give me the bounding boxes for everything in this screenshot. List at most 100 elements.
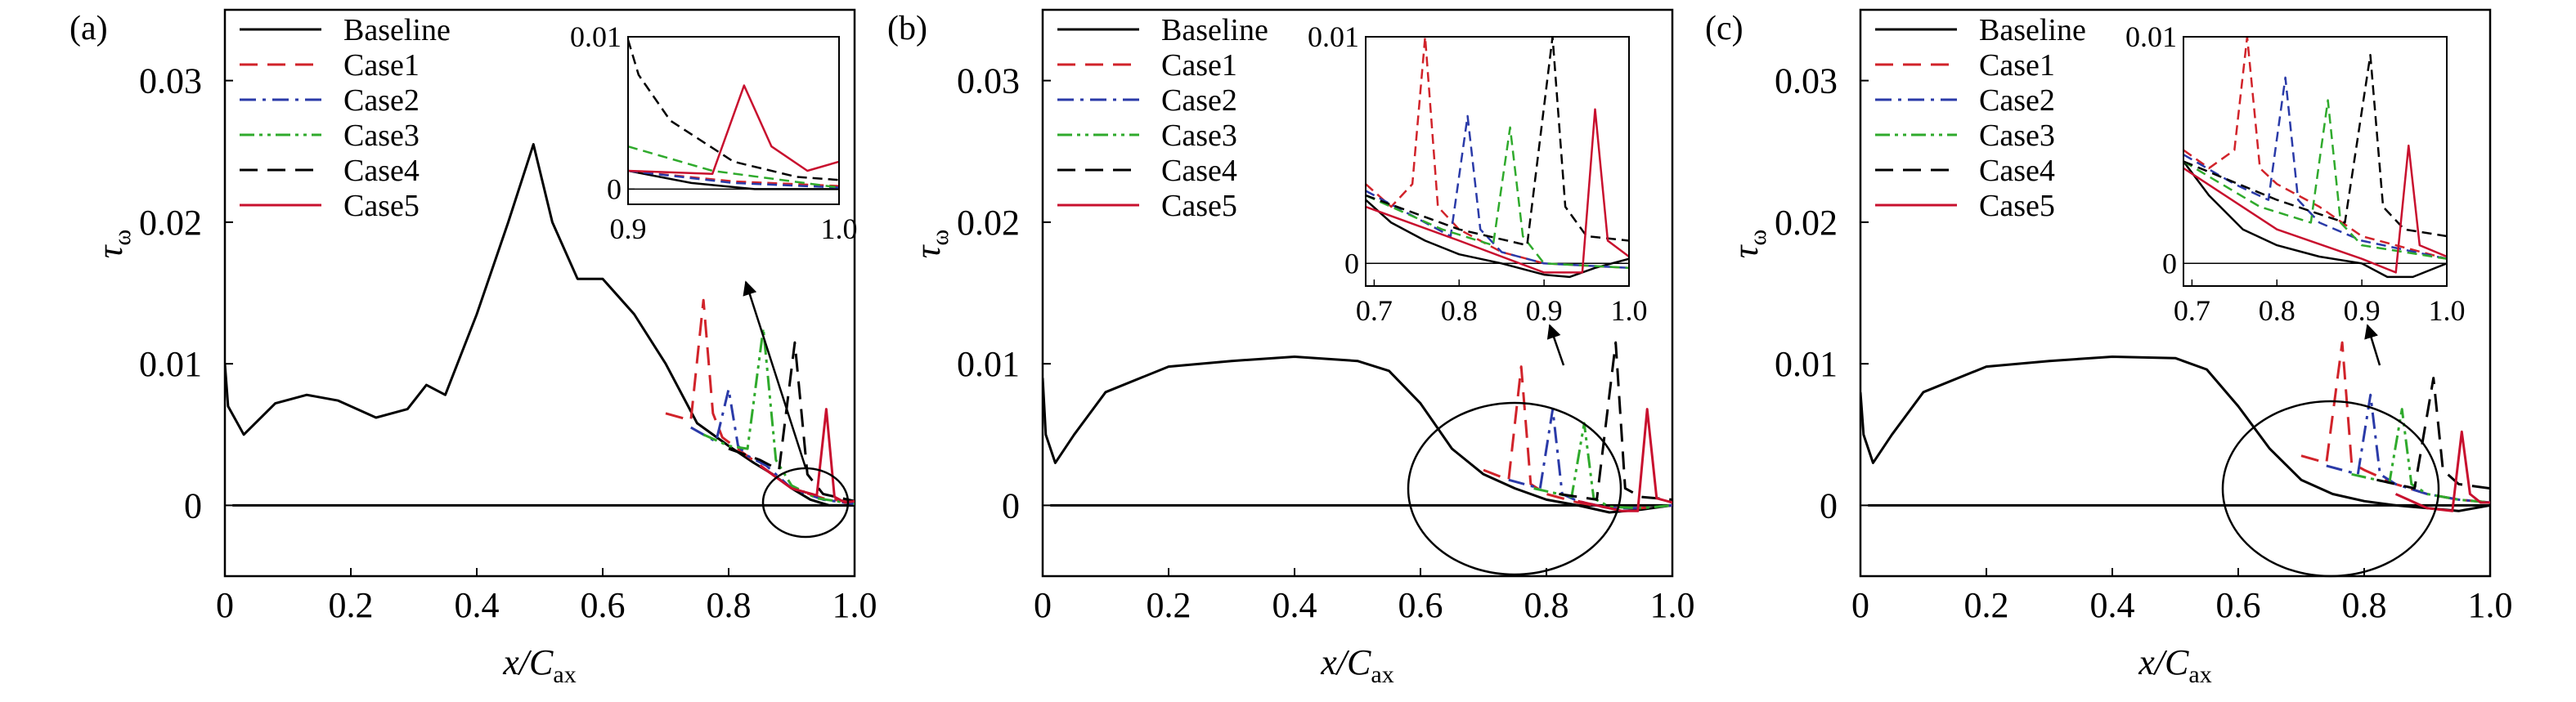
inset-x-tick-label: 0.7 [2174,294,2210,327]
y-tick-label: 0.02 [139,203,202,243]
x-tick-label: 0.4 [1272,585,1317,625]
inset-x-tick-label: 1.0 [2429,294,2466,327]
legend-label-case1: Case1 [343,48,420,83]
y-axis-label: τω [908,230,954,259]
y-tick-label: 0 [1002,485,1020,525]
legend-label-baseline: Baseline [1979,13,2086,47]
zoom-region-circle [761,467,850,539]
inset-x-tick-label: 0.9 [2344,294,2381,327]
series-line-case3 [702,327,855,506]
series-line-case4 [1559,341,1672,501]
plot-frame [223,8,856,578]
x-tick-label: 1.0 [2468,585,2513,625]
series-line-case4 [2376,377,2490,490]
y-tick-label: 0 [184,485,202,525]
zoom-region-circle [1407,401,1622,576]
panel-a: 0 0.2 0.4 0.6 0.8 1.0 0 0.01 0.02 0.03 x/Cax τω (a) B… [70,8,877,688]
inset-series-line-baseline [628,169,839,190]
x-tick-label: 0.6 [581,585,626,625]
inset-y-tick-label: 0.01 [570,20,622,53]
inset-series-line-case5 [2183,144,2447,274]
y-tick-label: 0.01 [957,344,1020,384]
series-line-case5 [1577,408,1672,512]
legend-label-case2: Case2 [1161,83,1237,118]
series-line-case5 [759,408,855,504]
inset-series-line-case4 [1366,37,1629,247]
x-tick-label: 0.6 [2216,585,2261,625]
inset-series-line-case3 [1366,126,1629,270]
inset-y-tick-label: 0 [1344,247,1359,279]
y-tick-label: 0 [1820,485,1838,525]
legend-label-case5: Case5 [343,189,420,223]
series-line-baseline [1860,355,2490,512]
inset-frame [2183,36,2448,287]
inset-frame [627,36,840,205]
inset-x-tick-label: 0.9 [1526,294,1563,327]
inset-y-tick-label: 0 [607,172,622,205]
legend-label-case2: Case2 [343,83,420,118]
series-line-case4 [728,341,855,503]
inset-x-tick-label: 0.7 [1356,294,1393,327]
legend-label-case3: Case3 [1161,118,1237,153]
legend-label-case2: Case2 [1979,83,2055,118]
legend-label-case5: Case5 [1161,189,1237,223]
zoom-arrow [743,280,807,468]
inset-x-tick-label: 1.0 [1611,294,1648,327]
panel-label: (c) [1705,10,1744,47]
x-tick-label: 0.8 [707,585,752,625]
inset-series-line-baseline [1366,199,1629,279]
x-tick-label: 0.8 [2342,585,2387,625]
inset-plot: 0.7 0.8 0.9 1.0 0 0.01 [2125,20,2466,327]
legend-label-case4: Case4 [1979,154,2055,188]
x-axis-label: x/Cax [2138,642,2211,688]
panel-label: (a) [70,10,108,47]
inset-series-line-case5 [1366,108,1629,274]
panel-b: 0 0.2 0.4 0.6 0.8 1.0 0 0.01 0.02 0.03 x/Cax τω (b) B… [887,8,1695,688]
x-tick-label: 0 [1034,585,1052,625]
zoom-arrow [1546,324,1565,366]
y-tick-label: 0.03 [957,61,1020,101]
x-tick-label: 0.6 [1398,585,1443,625]
zoom-arrow [2364,324,2381,366]
y-tick-label: 0.03 [1775,61,1838,101]
x-tick-label: 0 [216,585,234,625]
inset-y-tick-label: 0 [2162,247,2177,279]
y-tick-label: 0.01 [139,344,202,384]
x-tick-label: 1.0 [1650,585,1695,625]
inset-series-line-case5 [628,84,839,175]
zoom-region-circle [2221,400,2440,578]
legend-label-case1: Case1 [1161,48,1237,83]
inset-series-line-case4 [628,39,839,181]
legend-label-case1: Case1 [1979,48,2055,83]
inset-plot: 0.9 1.0 0 0.01 [570,20,858,245]
y-axis-label: τω [90,230,136,259]
inset-y-tick-label: 0.01 [1308,20,1359,53]
y-tick-label: 0.01 [1775,344,1838,384]
x-tick-label: 0.2 [1147,585,1192,625]
series-line-case1 [2300,341,2490,504]
inset-plot: 0.7 0.8 0.9 1.0 0 0.01 [1308,20,1648,327]
y-tick-label: 0.02 [957,203,1020,243]
panel-c: 0 0.2 0.4 0.6 0.8 1.0 0 0.01 0.02 0.03 x/Cax τω (c) B… [1705,8,2513,688]
inset-series-line-case4 [2183,53,2447,238]
legend-label-case4: Case4 [1161,154,1237,188]
legend-label-case5: Case5 [1979,189,2055,223]
legend-label-case3: Case3 [1979,118,2055,153]
inset-series-line-case3 [2183,99,2447,260]
y-tick-label: 0.03 [139,61,202,101]
x-axis-label: x/Cax [1320,642,1393,688]
x-tick-label: 0.2 [329,585,374,625]
x-tick-label: 0.4 [455,585,500,625]
inset-frame [1365,36,1630,287]
inset-series-line-baseline [2183,160,2447,279]
y-axis-label: τω [1726,230,1771,259]
series-line-case5 [2394,430,2490,512]
legend-label-baseline: Baseline [1161,13,1268,47]
inset-series-line-case2 [628,169,839,189]
x-tick-label: 1.0 [832,585,877,625]
panel-label: (b) [887,10,927,47]
legend-label-case4: Case4 [343,154,420,188]
